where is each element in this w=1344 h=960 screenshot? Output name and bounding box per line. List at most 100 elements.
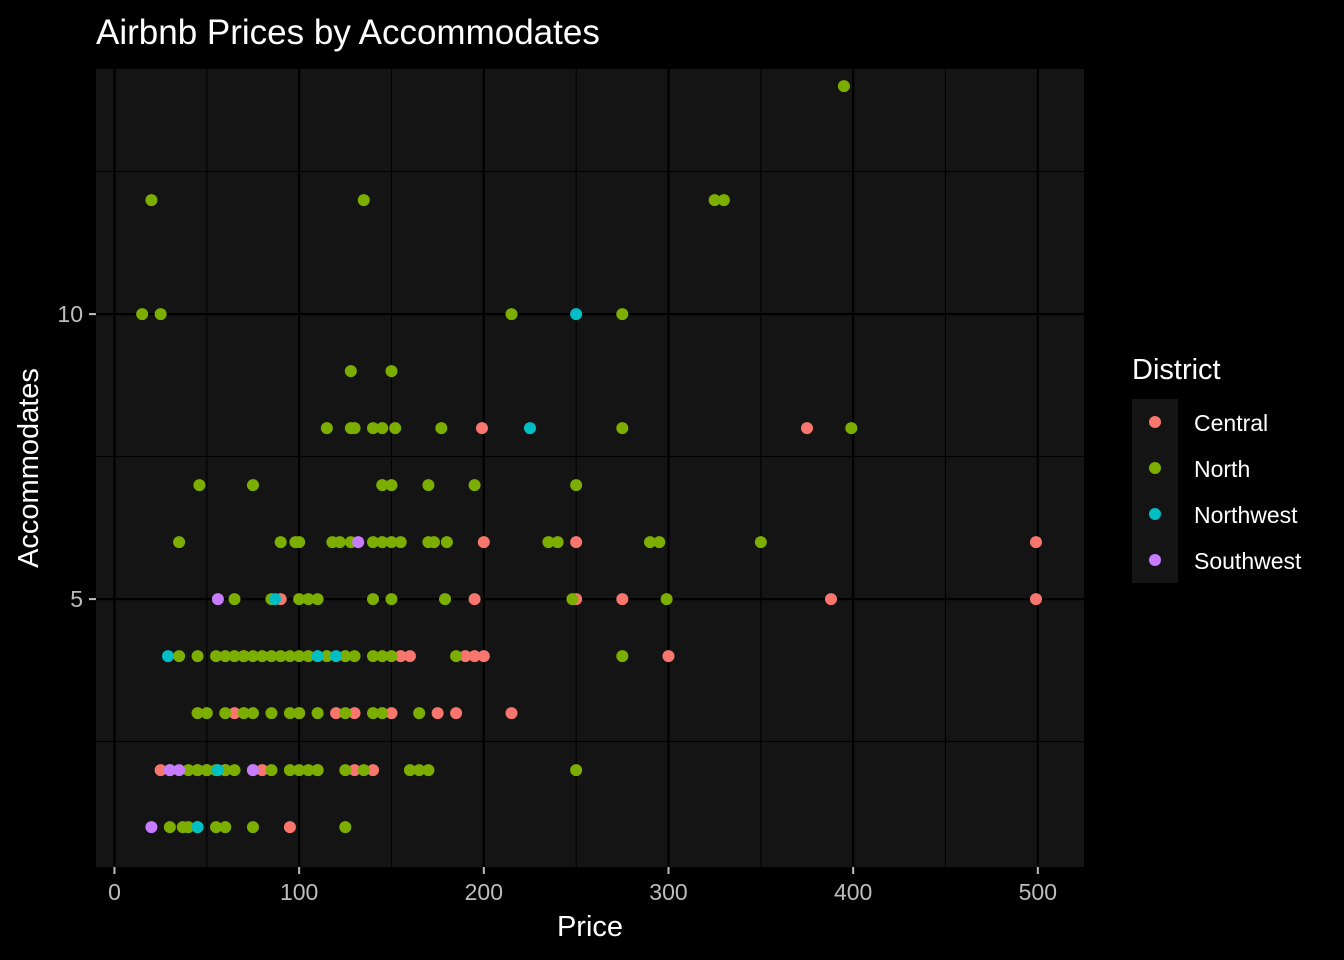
point-north xyxy=(357,764,370,777)
minor-gridlines xyxy=(96,69,1084,867)
legend-key-north xyxy=(1149,462,1161,474)
point-north xyxy=(246,479,259,492)
point-north xyxy=(376,479,389,492)
x-tick-label: 200 xyxy=(465,879,503,905)
point-north xyxy=(237,707,250,720)
point-north xyxy=(191,707,204,720)
point-north xyxy=(413,764,426,777)
point-central xyxy=(1029,593,1042,606)
point-north xyxy=(570,479,583,492)
plot-panel xyxy=(96,69,1084,867)
point-northwest xyxy=(570,308,583,321)
point-southwest xyxy=(163,764,176,777)
point-northwest xyxy=(269,593,282,606)
point-central xyxy=(154,764,167,777)
point-north xyxy=(219,821,232,834)
point-central xyxy=(283,821,296,834)
point-north xyxy=(256,650,269,663)
legend: District Central North Northwest Southwest xyxy=(1132,354,1302,583)
point-northwest xyxy=(311,650,324,663)
point-central xyxy=(450,707,463,720)
point-north xyxy=(376,422,389,435)
point-north xyxy=(367,536,380,549)
point-north xyxy=(246,650,259,663)
point-north xyxy=(339,650,352,663)
point-north xyxy=(228,593,241,606)
point-central xyxy=(348,764,361,777)
point-north xyxy=(385,593,398,606)
major-gridlines xyxy=(96,69,1084,867)
point-north xyxy=(302,764,315,777)
point-north xyxy=(182,764,195,777)
point-central xyxy=(459,650,472,663)
y-axis-title: Accommodates xyxy=(13,368,45,568)
y-axis: 5 10 xyxy=(57,301,96,612)
point-north xyxy=(367,593,380,606)
point-central xyxy=(570,536,583,549)
point-central xyxy=(403,650,416,663)
point-north xyxy=(228,764,241,777)
point-north xyxy=(551,536,564,549)
point-north xyxy=(219,650,232,663)
point-central xyxy=(228,707,241,720)
point-north xyxy=(570,764,583,777)
point-north xyxy=(427,536,440,549)
point-central xyxy=(385,707,398,720)
point-central xyxy=(662,650,675,663)
point-north xyxy=(660,593,673,606)
x-axis: 0 100 200 300 400 500 xyxy=(108,867,1057,905)
point-north xyxy=(435,422,448,435)
legend-key-northwest xyxy=(1149,508,1161,520)
point-north xyxy=(136,308,149,321)
point-north xyxy=(542,536,555,549)
point-north xyxy=(333,536,346,549)
point-north xyxy=(302,650,315,663)
point-central xyxy=(256,764,269,777)
point-north xyxy=(173,650,186,663)
point-southwest xyxy=(352,536,365,549)
point-north xyxy=(200,764,213,777)
point-north xyxy=(344,422,357,435)
point-central xyxy=(431,707,444,720)
point-north xyxy=(616,650,629,663)
point-north xyxy=(385,365,398,378)
point-north xyxy=(468,479,481,492)
point-north xyxy=(311,707,324,720)
point-southwest xyxy=(211,593,224,606)
point-north xyxy=(246,821,259,834)
point-north xyxy=(339,821,352,834)
point-north xyxy=(311,593,324,606)
point-north xyxy=(145,194,158,207)
point-central xyxy=(475,422,488,435)
point-north xyxy=(367,650,380,663)
point-north xyxy=(219,707,232,720)
legend-label-southwest: Southwest xyxy=(1194,548,1302,574)
point-north xyxy=(320,422,333,435)
point-central xyxy=(468,650,481,663)
point-north xyxy=(653,536,666,549)
point-north xyxy=(344,365,357,378)
point-north xyxy=(293,707,306,720)
point-northwest xyxy=(523,422,536,435)
point-north xyxy=(754,536,767,549)
y-tick-label: 5 xyxy=(70,586,83,612)
legend-label-central: Central xyxy=(1194,410,1268,436)
point-north xyxy=(385,536,398,549)
point-north xyxy=(339,764,352,777)
point-central xyxy=(800,422,813,435)
point-north xyxy=(357,194,370,207)
point-north xyxy=(367,707,380,720)
point-north xyxy=(385,479,398,492)
point-north xyxy=(440,536,453,549)
legend-title: District xyxy=(1132,354,1221,386)
x-axis-title: Price xyxy=(557,911,623,943)
point-central xyxy=(367,764,380,777)
point-north xyxy=(265,707,278,720)
point-north xyxy=(302,593,315,606)
legend-key-background xyxy=(1132,399,1178,583)
point-north xyxy=(265,764,278,777)
point-northwest xyxy=(211,764,224,777)
point-central xyxy=(1029,536,1042,549)
point-north xyxy=(403,764,416,777)
